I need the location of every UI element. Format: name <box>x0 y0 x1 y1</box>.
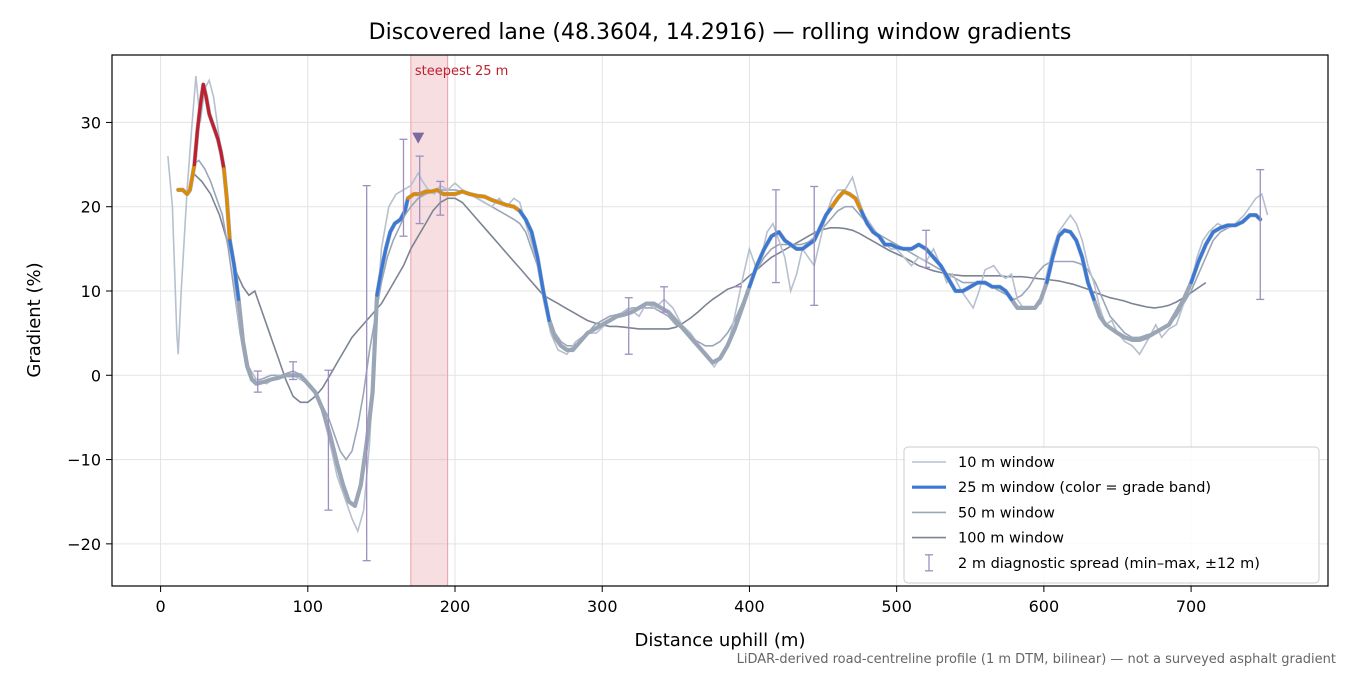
series-25m-window-segment <box>1045 228 1096 301</box>
y-tick-label: 10 <box>81 282 101 301</box>
series-25m-window-segment <box>747 205 834 289</box>
x-tick-label: 300 <box>587 597 618 616</box>
x-tick-label: 700 <box>1176 597 1207 616</box>
axis-ticks: 0 100 200 300 400 500 600 700 −20 −10 0 10 20 30 <box>67 113 1206 616</box>
legend: 10 m window 25 m window (color = grade ba… <box>903 446 1320 584</box>
series-10m-window <box>167 76 1269 534</box>
steepest-highlight: steepest 25 m <box>410 54 508 587</box>
series-25m-window-segment <box>176 163 196 196</box>
steepest-band <box>410 54 449 587</box>
series-25m-window-segment <box>859 209 1014 301</box>
y-axis-label: Gradient (%) <box>24 262 45 377</box>
series-25m-window-segment <box>228 238 241 301</box>
series-25m-window-segment <box>406 188 522 213</box>
series-layer <box>167 76 1269 534</box>
x-tick-label: 600 <box>1029 597 1060 616</box>
series-25m-window-segment <box>222 167 232 242</box>
y-tick-label: 0 <box>91 366 101 385</box>
x-tick-label: 200 <box>440 597 471 616</box>
y-tick-label: 30 <box>81 113 101 132</box>
plot-frame <box>111 54 1329 587</box>
series-25m-window-segment <box>192 82 226 171</box>
series-25m-window-segment <box>1189 213 1262 285</box>
series-25m-window-segment <box>830 189 863 213</box>
chart-title: Discovered lane (48.3604, 14.2916) — rol… <box>368 20 1072 45</box>
legend-label: 25 m window (color = grade band) <box>958 480 1211 496</box>
y-tick-label: −10 <box>67 451 101 470</box>
series-100m-window <box>192 172 1207 404</box>
legend-box <box>903 446 1320 584</box>
x-tick-label: 500 <box>881 597 912 616</box>
y-tick-label: 20 <box>81 198 101 217</box>
x-tick-label: 0 <box>155 597 165 616</box>
legend-label: 50 m window <box>958 505 1055 521</box>
series-25m-window-segment <box>518 209 551 323</box>
series-50m-window <box>192 159 1236 462</box>
diagnostic-spread-bars <box>253 132 1265 562</box>
x-tick-label: 100 <box>293 597 324 616</box>
footnote: LiDAR-derived road-centreline profile (1… <box>736 652 1336 667</box>
series-25m-window-segment <box>375 196 410 297</box>
legend-label: 100 m window <box>958 531 1064 547</box>
steepest-label: steepest 25 m <box>415 64 508 79</box>
x-axis-label: Distance uphill (m) <box>635 630 806 651</box>
y-tick-label: −20 <box>67 535 101 554</box>
legend-label: 10 m window <box>958 455 1055 471</box>
legend-label: 2 m diagnostic spread (min–max, ±12 m) <box>958 556 1260 572</box>
x-tick-label: 400 <box>734 597 765 616</box>
steepest-marker <box>412 132 425 144</box>
